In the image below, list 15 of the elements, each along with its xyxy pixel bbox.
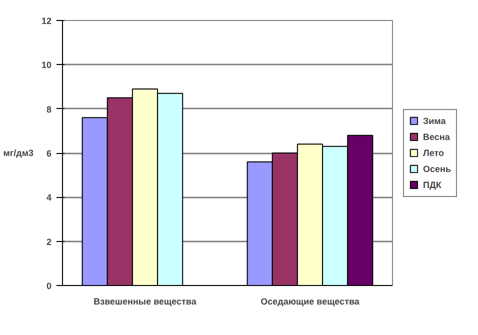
y-tick-label: 4	[46, 192, 52, 203]
x-tick-label: Взвешенные вещества	[94, 296, 198, 306]
x-tick-label: Оседающие вещества	[260, 296, 360, 306]
legend-label: ПДК	[423, 178, 442, 190]
y-tick-label: 2	[46, 236, 52, 247]
legend-label: Осень	[423, 162, 451, 174]
y-tick-label: 10	[41, 60, 52, 70]
y-tick-label: 8	[46, 104, 52, 114]
legend-label: Лето	[423, 146, 444, 158]
legend-label: Весна	[423, 130, 450, 142]
y-tick-label: 0	[46, 281, 52, 291]
y-tick-label: 12	[41, 16, 52, 26]
y-tick-label: 6	[46, 148, 52, 158]
legend-label: Зима	[423, 114, 446, 126]
y-axis-title: мг/дм3	[3, 148, 34, 158]
